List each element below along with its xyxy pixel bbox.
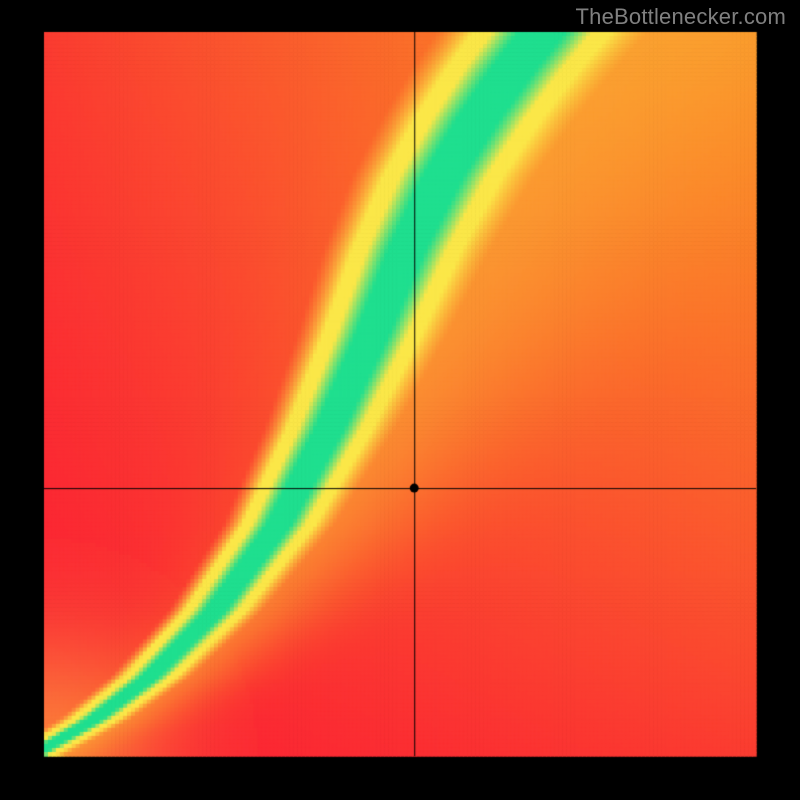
- bottleneck-heatmap-canvas: [0, 0, 800, 800]
- watermark-text: TheBottlenecker.com: [576, 4, 786, 30]
